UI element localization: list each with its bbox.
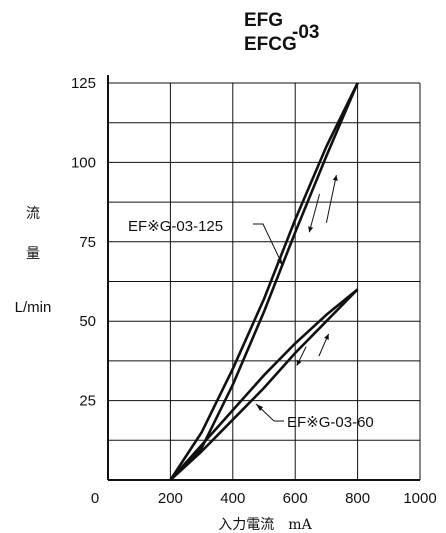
arrow-decreasing-125-head <box>308 226 314 233</box>
series-line-2-decreasing <box>169 288 359 481</box>
y-tick-label: 75 <box>79 234 96 251</box>
x-tick-label: 200 <box>158 490 183 507</box>
series-label-60: EF※G-03-60 <box>287 414 374 431</box>
leader-line-125 <box>253 223 284 267</box>
arrow-decreasing-125 <box>308 194 321 233</box>
arrow-increasing-125 <box>325 175 337 223</box>
series-line-2-increasing <box>169 288 359 481</box>
leader-head-60 <box>256 404 263 411</box>
leader-head-125 <box>277 258 283 266</box>
x-tick-label: 800 <box>345 490 370 507</box>
chart-title-suffix: -03 <box>292 22 319 43</box>
series-line-1-decreasing <box>169 82 359 481</box>
arrow-increasing-125-head <box>332 175 338 181</box>
y-tick-label: 100 <box>71 154 96 171</box>
y-axis-label-char-1: 流 <box>26 206 40 222</box>
chart-title-bottom: EFCG <box>244 34 297 55</box>
y-axis-unit: L/min <box>15 299 52 316</box>
grid <box>107 82 421 480</box>
x-tick-label: 1000 <box>403 490 436 507</box>
y-tick-label: 50 <box>79 313 96 330</box>
x-axis-label: 入力電流 mA <box>218 517 312 533</box>
chart-title-top: EFG <box>244 10 283 31</box>
x-tick-label: 600 <box>283 490 308 507</box>
x-tick-label: 400 <box>220 490 245 507</box>
series-lines <box>169 82 359 481</box>
series-line-1-increasing <box>169 82 359 481</box>
arrow-increasing-60-head <box>324 333 329 340</box>
y-tick-label: 125 <box>71 75 96 92</box>
y-axis-label-char-2: 量 <box>26 246 40 262</box>
tick-labels: 0 200 400 600 800 1000 25 50 75 100 125 <box>71 75 437 507</box>
series-label-125: EF※G-03-125 <box>128 218 223 235</box>
axes <box>107 75 420 481</box>
arrow-decreasing-60-head <box>296 359 302 366</box>
leader-line-60 <box>255 403 284 422</box>
x-tick-label: 0 <box>91 490 99 507</box>
y-tick-label: 25 <box>79 393 96 410</box>
annotations: EF※G-03-125 EF※G-03-60 <box>128 175 374 431</box>
